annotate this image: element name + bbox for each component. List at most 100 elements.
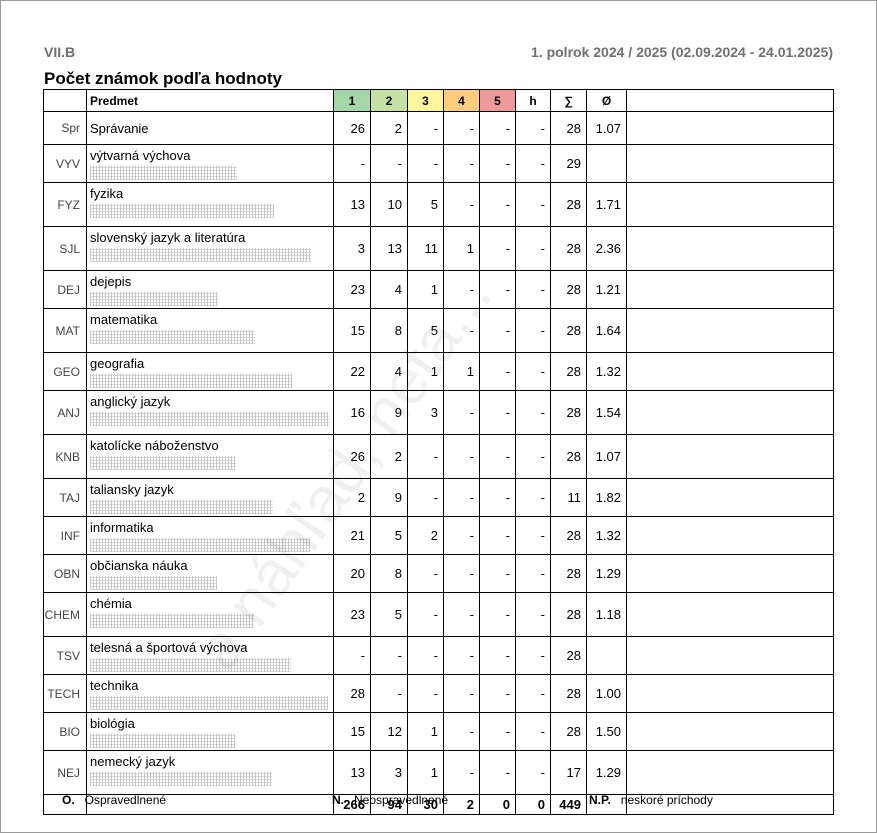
- cell-h: -: [515, 516, 551, 555]
- subject-cell: slovenský jazyk a literatúra: [86, 226, 334, 271]
- subject-name: Správanie: [90, 121, 149, 136]
- cell-avg: 2.36: [586, 226, 627, 271]
- table-row: CHEM chémia 23 5- - - -28 1.18: [43, 592, 834, 637]
- cell-g1: 13: [333, 182, 371, 227]
- cell-g5: -: [479, 750, 516, 795]
- subject-cell: výtvarná výchova: [86, 144, 334, 183]
- cell-g1: 13: [333, 750, 371, 795]
- cell-g1: 28: [333, 674, 371, 713]
- subject-abbr: CHEM: [43, 592, 87, 637]
- cell-sum: 28: [550, 111, 587, 145]
- total-grade-5: 0: [479, 794, 516, 815]
- cell-g5: -: [479, 111, 516, 145]
- cell-g3: 5: [407, 182, 444, 227]
- cell-g5: -: [479, 270, 516, 309]
- distribution-bar-cell: [626, 144, 834, 183]
- cell-avg: 1.50: [586, 712, 627, 751]
- cell-g4: -: [443, 554, 480, 593]
- cell-g5: -: [479, 554, 516, 593]
- subject-cell: občianska náuka: [86, 554, 334, 593]
- subject-name: technika: [90, 678, 139, 693]
- totals-row: 266 94 30 2 0 0 449: [43, 794, 834, 815]
- cell-h: -: [515, 111, 551, 145]
- subject-cell: nemecký jazyk: [86, 750, 334, 795]
- cell-g1: 21: [333, 516, 371, 555]
- cell-g3: 1: [407, 352, 444, 391]
- subject-abbr: NEJ: [43, 750, 87, 795]
- cell-g4: -: [443, 478, 480, 517]
- cell-h: -: [515, 390, 551, 435]
- period-label: 1. polrok 2024 / 2025 (02.09.2024 - 24.0…: [531, 44, 833, 60]
- header-grade-5: 5: [479, 89, 516, 112]
- teacher-name-redacted: [90, 248, 311, 262]
- table-row: Spr Správanie 26 2- - - -28 1.07: [43, 111, 834, 145]
- cell-g4: -: [443, 390, 480, 435]
- cell-g5: -: [479, 478, 516, 517]
- cell-avg: 1.54: [586, 390, 627, 435]
- subject-cell: chémia: [86, 592, 334, 637]
- distribution-bar-cell: [626, 478, 834, 517]
- cell-h: -: [515, 554, 551, 593]
- cell-g4: -: [443, 308, 480, 353]
- cell-sum: 28: [550, 182, 587, 227]
- cell-sum: 28: [550, 636, 587, 675]
- cell-h: -: [515, 636, 551, 675]
- cell-avg: 1.21: [586, 270, 627, 309]
- cell-g5: -: [479, 308, 516, 353]
- header-grade-2: 2: [370, 89, 408, 112]
- cell-h: -: [515, 144, 551, 183]
- legend-late-key: N.P.: [589, 793, 611, 807]
- subject-name: telesná a športová výchova: [90, 640, 248, 655]
- subject-abbr: TECH: [43, 674, 87, 713]
- subject-name: biológia: [90, 716, 135, 731]
- legend-late-label: neskoré príchody: [620, 793, 713, 807]
- cell-g5: -: [479, 390, 516, 435]
- class-name: VII.B: [44, 44, 76, 60]
- subject-cell: biológia: [86, 712, 334, 751]
- page-title: Počet známok podľa hodnoty: [44, 69, 282, 88]
- cell-sum: 11: [550, 478, 587, 517]
- subject-abbr: Spr: [43, 111, 87, 145]
- total-grade-1: 266: [333, 794, 371, 815]
- teacher-name-redacted: [90, 204, 274, 218]
- cell-g5: -: [479, 516, 516, 555]
- subject-name: matematika: [90, 312, 158, 327]
- table-row: MAT matematika 15 8 5- - -28 1.64: [43, 308, 834, 353]
- distribution-bar-cell: [626, 352, 834, 391]
- cell-g3: 2: [407, 516, 444, 555]
- cell-g1: 23: [333, 270, 371, 309]
- teacher-name-redacted: [90, 658, 291, 672]
- total-grade-3: 30: [407, 794, 444, 815]
- cell-g5: -: [479, 144, 516, 183]
- cell-g4: 1: [443, 226, 480, 271]
- distribution-bar-cell: [626, 712, 834, 751]
- subject-cell: Správanie: [86, 111, 334, 145]
- cell-g2: 12: [370, 712, 408, 751]
- header-h: h: [515, 89, 551, 112]
- cell-sum: 28: [550, 674, 587, 713]
- cell-g2: -: [370, 674, 408, 713]
- header-subject: Predmet: [86, 89, 334, 112]
- cell-g1: 3: [333, 226, 371, 271]
- cell-g2: 4: [370, 270, 408, 309]
- cell-g4: -: [443, 636, 480, 675]
- subject-abbr: TAJ: [43, 478, 87, 517]
- cell-g2: 4: [370, 352, 408, 391]
- cell-g2: 5: [370, 516, 408, 555]
- cell-avg: 1.00: [586, 674, 627, 713]
- cell-avg: 1.64: [586, 308, 627, 353]
- teacher-name-redacted: [90, 166, 237, 180]
- cell-avg: 1.29: [586, 554, 627, 593]
- cell-g4: -: [443, 750, 480, 795]
- distribution-bar-cell: [626, 636, 834, 675]
- table-row: VYV výtvarná výchova - - - - - -29: [43, 144, 834, 183]
- cell-h: -: [515, 226, 551, 271]
- cell-h: -: [515, 478, 551, 517]
- header-chart: [626, 89, 834, 112]
- cell-sum: 28: [550, 434, 587, 479]
- cell-g3: 1: [407, 712, 444, 751]
- table-row: DEJ dejepis 23 4 1- - -28 1.21: [43, 270, 834, 309]
- subject-name: taliansky jazyk: [90, 482, 174, 497]
- teacher-name-redacted: [90, 734, 235, 748]
- distribution-bar-cell: [626, 516, 834, 555]
